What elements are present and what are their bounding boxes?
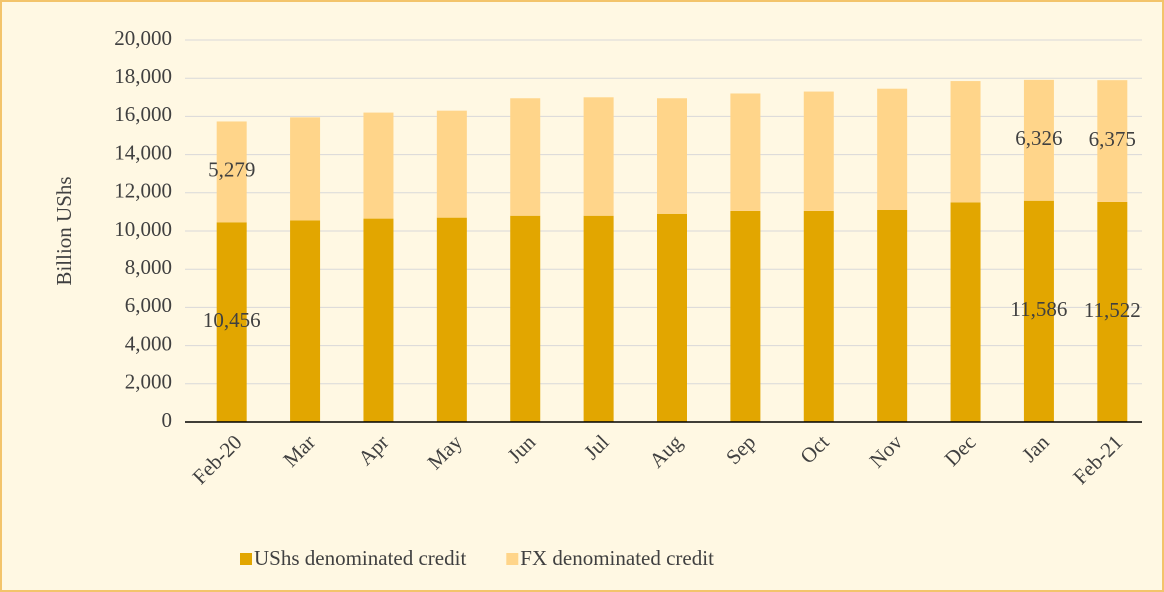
bar-segment xyxy=(1023,79,1054,201)
data-label: 6,326 xyxy=(1015,126,1062,150)
y-tick-label: 20,000 xyxy=(114,26,172,50)
data-label: 10,456 xyxy=(203,308,261,332)
bar-segment xyxy=(583,97,614,216)
bar-segment xyxy=(803,91,834,211)
y-tick-label: 6,000 xyxy=(125,293,172,317)
y-tick-label: 0 xyxy=(162,408,173,432)
y-tick-label: 18,000 xyxy=(114,64,172,88)
y-tick-label: 2,000 xyxy=(125,370,172,394)
bar-segment xyxy=(363,218,394,422)
bar-segment xyxy=(657,213,687,422)
bar-segment xyxy=(510,215,541,422)
data-label: 5,279 xyxy=(208,158,255,182)
bar-segment xyxy=(950,81,981,203)
bar-segment xyxy=(803,210,834,422)
bar-segment xyxy=(290,220,321,422)
y-tick-label: 16,000 xyxy=(114,102,172,126)
data-label: 11,586 xyxy=(1010,297,1067,321)
legend-swatch xyxy=(506,553,519,565)
bar-segment xyxy=(1023,200,1054,422)
y-tick-label: 4,000 xyxy=(125,331,172,355)
bar-segment xyxy=(877,88,908,210)
bar-segment xyxy=(363,112,394,219)
y-tick-label: 8,000 xyxy=(125,255,172,279)
bar-segment xyxy=(510,98,541,216)
y-tick-label: 14,000 xyxy=(114,140,172,164)
bar-segment xyxy=(1097,201,1128,422)
bar-segment xyxy=(436,217,467,422)
bar-segment xyxy=(657,98,687,214)
data-label: 11,522 xyxy=(1084,298,1141,322)
bar-segment xyxy=(730,93,761,211)
legend-swatch xyxy=(240,553,252,565)
bar-segment xyxy=(216,222,247,422)
bar-segment xyxy=(950,202,981,422)
bar-segment xyxy=(436,110,467,218)
bar-segment xyxy=(1097,80,1128,202)
bar-segment xyxy=(730,210,761,422)
legend-label: FX denominated credit xyxy=(520,546,714,570)
data-label: 6,375 xyxy=(1089,127,1136,151)
bar-segment xyxy=(290,117,321,221)
y-tick-label: 10,000 xyxy=(114,217,172,241)
bar-segment xyxy=(877,209,908,422)
legend-label: UShs denominated credit xyxy=(254,546,466,570)
y-tick-label: 12,000 xyxy=(114,179,172,203)
y-axis-label: Billion UShs xyxy=(52,176,76,285)
bar-segment xyxy=(216,121,247,223)
bar-segment xyxy=(583,215,614,422)
